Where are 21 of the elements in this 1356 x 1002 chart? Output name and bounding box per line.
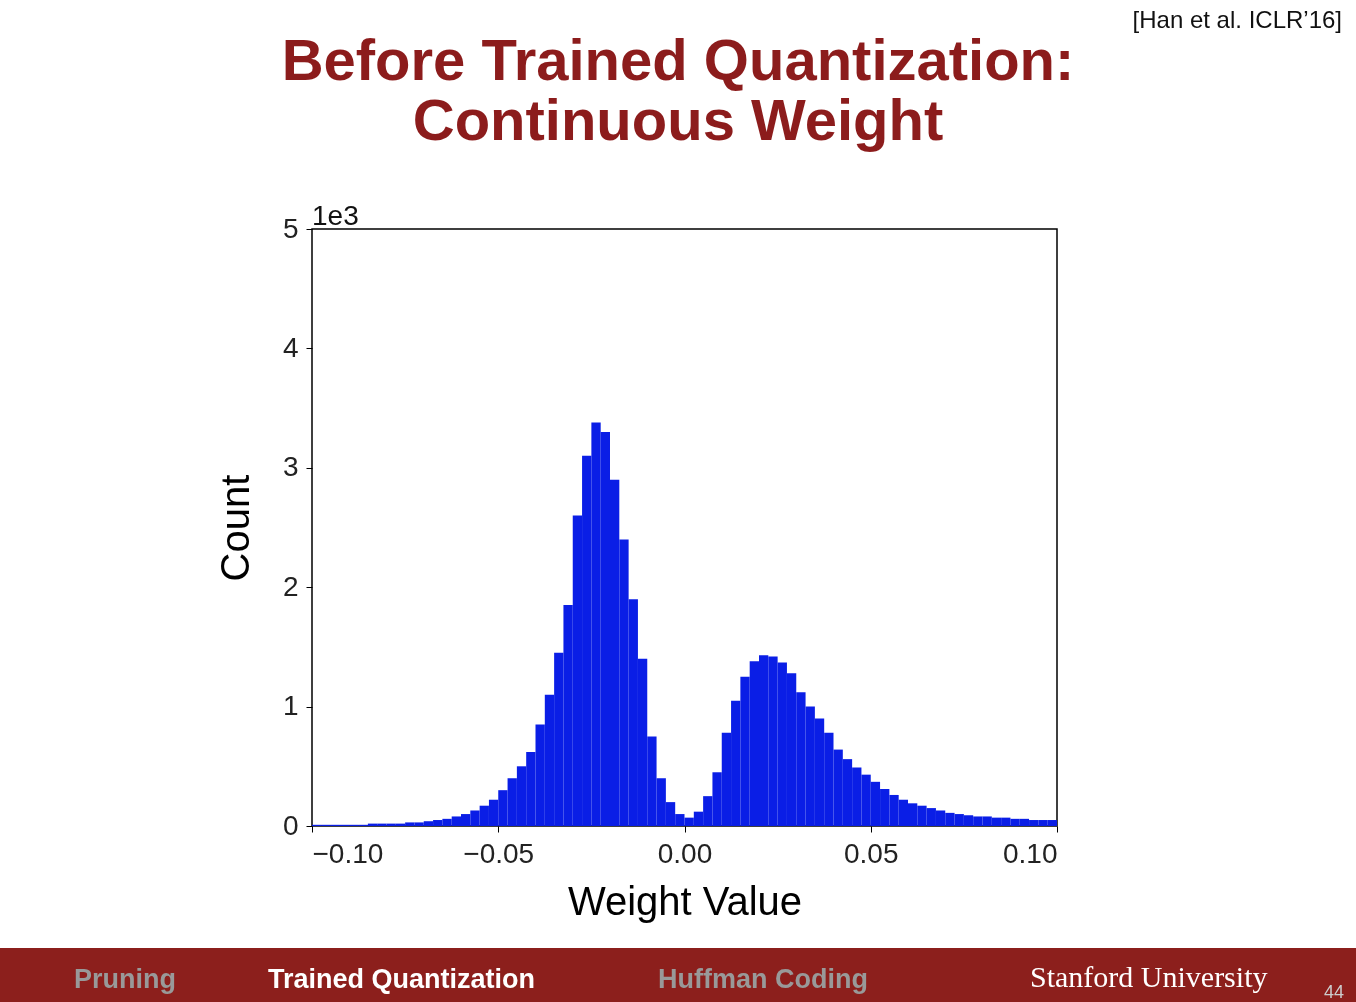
x-axis-title: Weight Value [567, 878, 803, 923]
text: [Han et al. ICLR’16] [1132, 6, 1342, 34]
text: Huffman Coding [658, 964, 868, 995]
annotation: 1e3 [312, 200, 359, 232]
y-tick-label: 0 [282, 809, 299, 841]
x-tick-label: 0.05 [844, 837, 899, 869]
y-axis-title: Count [212, 474, 257, 582]
x-tick-label: −0.10 [312, 837, 384, 869]
text: Pruning [74, 964, 176, 995]
x-tick-label: −0.05 [463, 837, 535, 869]
chart-title: Before Trained Quantization: Continuous Weight [281, 27, 1075, 152]
text: 44 [1324, 982, 1345, 1002]
text: Trained Quantization [268, 964, 536, 995]
y-tick-label: 4 [282, 331, 299, 363]
y-tick-label: 3 [282, 451, 299, 483]
x-tick-label: 0.10 [1003, 837, 1058, 869]
y-tick-label: 2 [282, 570, 299, 602]
text: Stanford University [1030, 960, 1268, 994]
y-tick-label: 1 [282, 690, 299, 722]
x-tick-label: 0.00 [657, 837, 713, 869]
y-tick-label: 5 [282, 212, 299, 244]
